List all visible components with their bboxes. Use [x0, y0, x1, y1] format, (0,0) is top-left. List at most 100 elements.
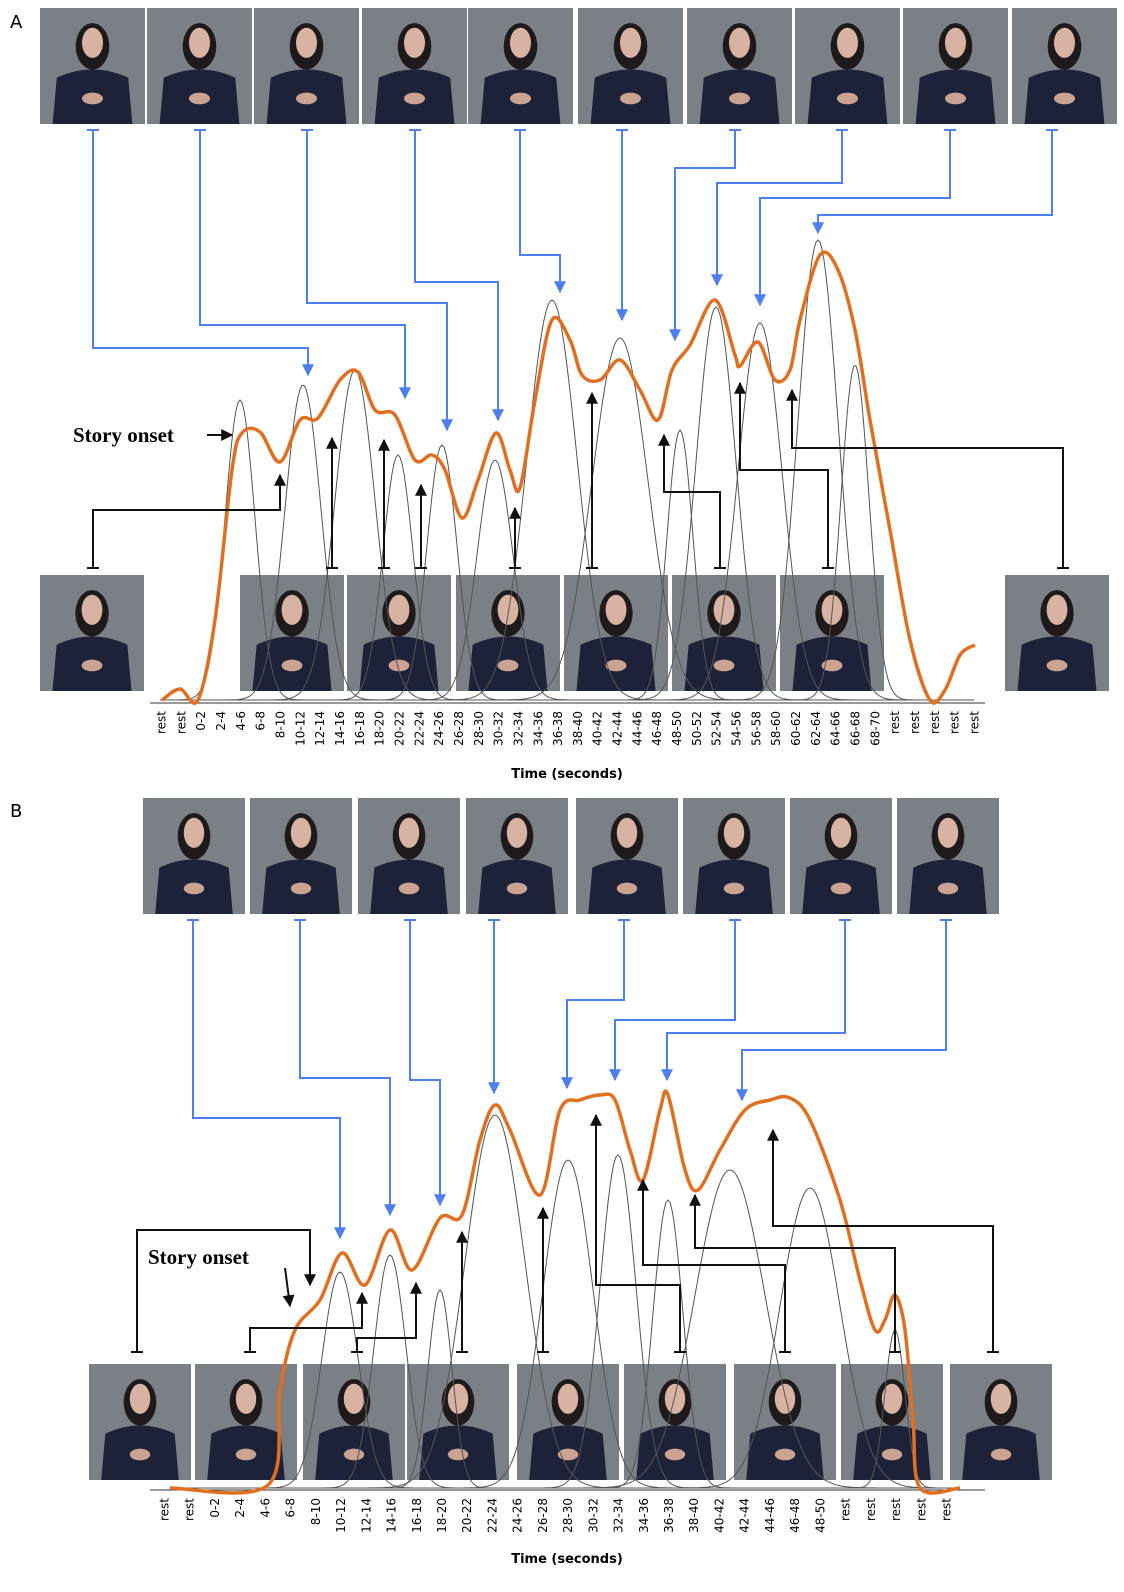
x-tick-label: 12-14	[313, 711, 327, 746]
hands	[714, 660, 735, 672]
x-tick-label: 50-52	[690, 711, 704, 746]
thumbnail	[468, 8, 573, 124]
face	[620, 28, 641, 58]
x-tick-label: 32-34	[511, 711, 525, 746]
thumbnail	[362, 8, 467, 124]
x-tick-label: 28-30	[472, 711, 486, 746]
thumbnail	[40, 575, 144, 691]
hands	[1054, 93, 1075, 105]
connector-arrow	[415, 130, 498, 420]
figure: A B Story onset Story onset Time (second…	[0, 0, 1124, 1592]
face	[82, 595, 103, 625]
connector-arrow	[643, 1180, 785, 1352]
connector-arrow	[615, 920, 735, 1080]
x-tick-label: 68-70	[868, 711, 882, 746]
x-tick-label: rest	[889, 1498, 903, 1521]
thumbnail	[456, 575, 560, 691]
x-tick-label: 0-2	[194, 711, 208, 731]
x-tick-label: 56-58	[749, 711, 763, 746]
x-tick-label: 12-14	[359, 1498, 373, 1533]
face	[189, 28, 210, 58]
x-tick-label: rest	[968, 711, 982, 734]
axis-title: Time (seconds)	[511, 1552, 623, 1567]
x-tick-label: 42-44	[738, 1498, 752, 1533]
hands	[291, 883, 311, 895]
thumbnail	[624, 1364, 726, 1480]
annotation: Story onset	[73, 423, 174, 447]
x-tick-label: 18-20	[435, 1498, 449, 1533]
x-tick-label: 44-46	[630, 711, 644, 746]
face	[498, 595, 519, 625]
x-tick-label: 6-8	[284, 1498, 298, 1518]
hands	[498, 660, 519, 672]
hands	[344, 1449, 364, 1461]
hands	[837, 93, 858, 105]
thumbnail	[578, 8, 683, 124]
face	[389, 595, 410, 625]
x-tick-label: 24-26	[432, 711, 446, 746]
x-tick-label: 54-56	[730, 711, 744, 746]
thumbnail	[790, 798, 892, 914]
x-tick-label: 46-48	[788, 1498, 802, 1533]
face	[617, 818, 637, 848]
hands	[665, 1449, 685, 1461]
x-tick-label: rest	[183, 1498, 197, 1521]
x-tick-label: 20-22	[460, 1498, 474, 1533]
hands	[724, 883, 744, 895]
hands	[236, 1449, 256, 1461]
face	[291, 818, 311, 848]
x-tick-label: 62-64	[809, 711, 823, 746]
x-tick-label: 2-4	[214, 711, 228, 731]
x-tick-label: rest	[914, 1498, 928, 1521]
x-tick-label: 10-12	[334, 1498, 348, 1533]
hands	[991, 1449, 1011, 1461]
face	[938, 818, 958, 848]
connector-arrow	[740, 383, 828, 568]
face	[665, 1384, 685, 1414]
hands	[1047, 660, 1068, 672]
face	[184, 818, 204, 848]
connector-arrow	[357, 1283, 416, 1352]
connector-arrow	[773, 1130, 993, 1352]
x-tick-label: 22-24	[485, 1498, 499, 1533]
hands	[831, 883, 851, 895]
thumbnail	[950, 1364, 1052, 1480]
face	[1047, 595, 1068, 625]
thumbnail	[143, 798, 245, 914]
face	[945, 28, 966, 58]
face	[724, 818, 744, 848]
hands	[296, 93, 317, 105]
x-tick-label: 26-28	[452, 711, 466, 746]
panel-label: A	[10, 12, 23, 33]
x-tick-label: rest	[158, 1498, 172, 1521]
x-tick-label: 16-18	[353, 711, 367, 746]
thumbnail	[40, 8, 145, 124]
hands	[507, 883, 527, 895]
connector-arrow	[410, 920, 440, 1205]
x-tick-label: 48-50	[670, 711, 684, 746]
thumbnail	[683, 798, 785, 914]
thumbnail	[1012, 8, 1117, 124]
hands	[448, 1449, 468, 1461]
x-tick-label: 14-16	[385, 1498, 399, 1533]
thumbnail	[795, 8, 900, 124]
thumbnail	[89, 1364, 191, 1480]
connector-arrow	[200, 130, 405, 398]
hands	[82, 93, 103, 105]
x-tick-label: rest	[948, 711, 962, 734]
face	[558, 1384, 578, 1414]
thumbnail	[147, 8, 252, 124]
thumbnail	[903, 8, 1008, 124]
x-tick-label: 38-40	[687, 1498, 701, 1533]
x-tick-label: 60-62	[789, 711, 803, 746]
thumbnail	[576, 798, 678, 914]
connector-arrow	[760, 130, 950, 305]
x-tick-label: 16-18	[410, 1498, 424, 1533]
thumbnail	[466, 798, 568, 914]
x-tick-label: rest	[155, 711, 169, 734]
connector-arrow	[596, 1115, 680, 1352]
hands	[130, 1449, 150, 1461]
face	[399, 818, 419, 848]
connector-arrow	[667, 920, 845, 1080]
connector-arrow	[300, 920, 390, 1215]
